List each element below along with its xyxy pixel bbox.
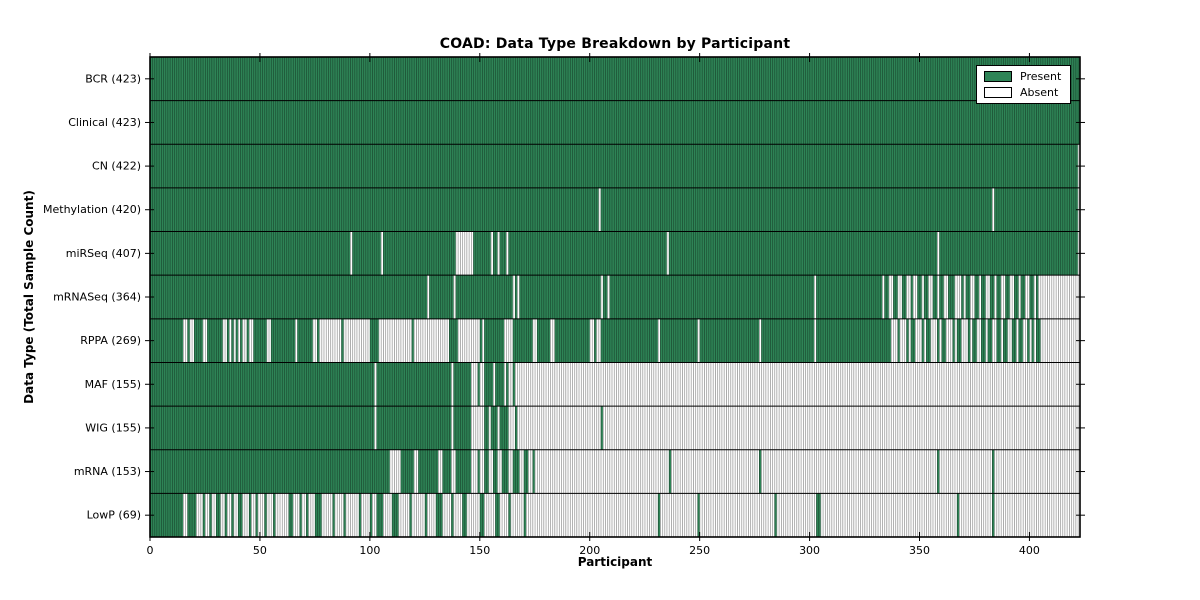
x-tick-label: 50 [253,544,267,557]
cell-grid-overlay [150,57,1080,537]
y-tick-label: CN (422) [92,160,141,173]
x-tick-label: 400 [1019,544,1040,557]
y-tick-label: MAF (155) [85,378,141,391]
x-axis-title: Participant [577,555,653,569]
x-tick-label: 300 [799,544,820,557]
plot-border [149,56,1081,538]
x-tick-label: 100 [359,544,380,557]
legend-entry-absent: Absent [984,87,1061,98]
x-tick-label: 0 [147,544,154,557]
legend-swatch-absent-icon [984,87,1012,98]
x-tick-label: 350 [909,544,930,557]
legend-label-absent: Absent [1020,86,1059,99]
legend-label-present: Present [1020,70,1062,83]
plot-area: 0 50 100 150 200 250 300 350 400 BCR (423) Clinica… [43,53,1085,557]
y-axis-title: Data Type (Total Sample Count) [22,190,36,404]
y-tick-label: Clinical (423) [68,116,141,129]
chart-title: COAD: Data Type Breakdown by Participant [439,36,791,52]
y-tick-label: Methylation (420) [43,203,141,216]
y-tick-label: LowP (69) [87,509,141,522]
y-tick-label: mRNASeq (364) [53,291,141,304]
x-tick-label: 250 [689,544,710,557]
y-tick-label: miRSeq (407) [66,247,141,260]
y-tick-label: mRNA (153) [74,465,141,478]
legend-swatch-present-icon [984,71,1012,82]
legend-entry-present: Present [984,71,1061,82]
y-tick-label: WIG (155) [85,421,141,434]
x-tick-label: 200 [579,544,600,557]
y-tick-label: RPPA (269) [80,334,141,347]
legend: Present Absent [976,65,1072,104]
y-tick-label: BCR (423) [85,72,141,85]
x-tick-label: 150 [469,544,490,557]
